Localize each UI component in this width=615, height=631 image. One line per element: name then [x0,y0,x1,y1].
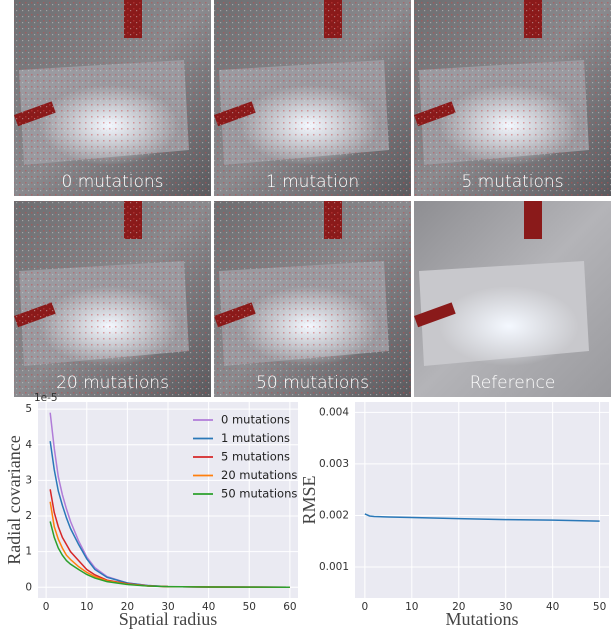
image-tile: 50 mutations [214,201,411,397]
x-tick-label: 10 [405,601,418,613]
image-tile: 5 mutations [414,0,611,196]
y-tick-label: 0.001 [319,561,349,573]
image-tile: Reference [414,201,611,397]
noise [414,0,611,196]
y-tick-label: 0.003 [319,458,349,470]
noise [214,201,411,397]
image-caption: 20 mutations [56,373,169,393]
legend-label: 1 mutations [221,431,290,445]
y-axis-label: RMSE [299,475,319,524]
image-caption: 0 mutations [61,172,163,192]
x-tick-label: 0 [362,601,369,613]
x-tick-label: 10 [80,601,93,613]
y-tick-label: 3 [25,474,32,486]
x-tick-label: 50 [593,601,606,613]
y-tick-label: 2 [25,510,32,522]
x-axis-label: Mutations [445,609,518,629]
image-tile: 20 mutations [14,201,211,397]
light [439,286,579,366]
y-tick-label: 0.002 [319,509,349,521]
legend-label: 5 mutations [221,450,290,464]
y-offset-label: 1e-5 [34,392,58,404]
x-tick-label: 0 [43,601,50,613]
image-tile: 0 mutations [14,0,211,196]
x-tick-label: 40 [546,601,559,613]
y-tick-label: 1 [25,546,32,558]
x-axis-label: Spatial radius [119,609,217,629]
y-axis-label: Radial covariance [4,435,24,564]
y-tick-label: 5 [25,403,32,415]
image-caption: Reference [470,373,556,393]
image-caption: 50 mutations [256,373,369,393]
image-caption: 1 mutation [266,172,359,192]
legend-label: 50 mutations [221,487,297,501]
y-tick-label: 0.004 [319,406,349,418]
image-tile: 1 mutation [214,0,411,196]
image-caption: 5 mutations [461,172,563,192]
x-tick-label: 50 [243,601,256,613]
x-tick-label: 60 [283,601,296,613]
figure: 0 mutations1 mutation5 mutations20 mutat… [0,0,615,631]
noise [14,0,211,196]
plot-area [355,402,609,598]
page: {"images": [{"caption": "0 mutations"}, … [0,0,615,631]
y-tick-label: 0 [25,581,32,593]
noise [214,0,411,196]
red-beam [524,201,542,239]
noise [14,201,211,397]
legend-label: 20 mutations [221,468,297,482]
y-tick-label: 4 [25,439,32,451]
legend-label: 0 mutations [221,413,290,427]
